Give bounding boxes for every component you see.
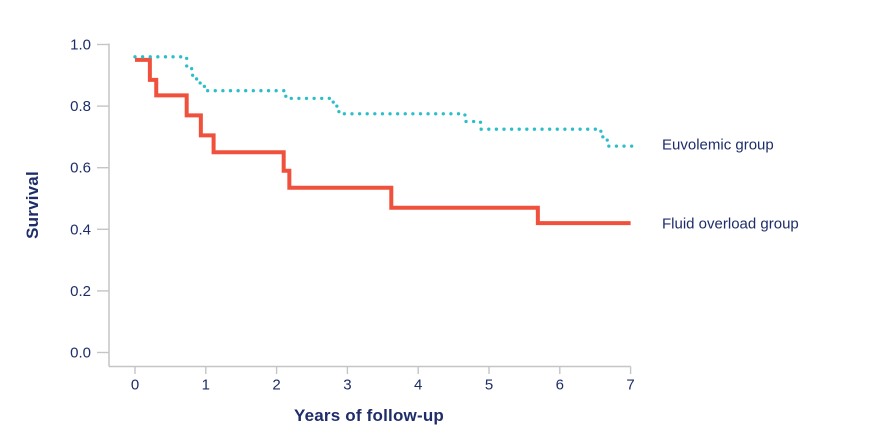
y-axis-title: Survival [23, 171, 42, 239]
x-tick-label: 5 [485, 377, 493, 394]
euvolemic-curve [133, 55, 635, 148]
x-tick-label: 1 [202, 377, 210, 394]
y-tick-label: 0.6 [70, 160, 91, 177]
y-tick-label: 0.8 [70, 98, 91, 115]
y-tick-label: 0.2 [70, 283, 91, 300]
fluid-overload-curve [135, 57, 631, 226]
legend-euvolemic-label: Euvolemic group [662, 136, 774, 154]
y-tick-label: 1.0 [70, 37, 91, 54]
y-tick-label: 0.4 [70, 221, 91, 238]
x-axis-title: Years of follow-up [293, 406, 445, 425]
y-tick-label: 0.0 [70, 345, 91, 362]
x-tick-label: 6 [556, 377, 564, 394]
x-tick-label: 3 [343, 377, 351, 394]
x-tick-label: 4 [414, 377, 422, 394]
legend-fluid-overload-label: Fluid overload group [662, 215, 799, 233]
x-tick-label: 2 [272, 377, 280, 394]
x-tick-label: 0 [131, 377, 139, 394]
x-tick-label: 7 [626, 377, 634, 394]
